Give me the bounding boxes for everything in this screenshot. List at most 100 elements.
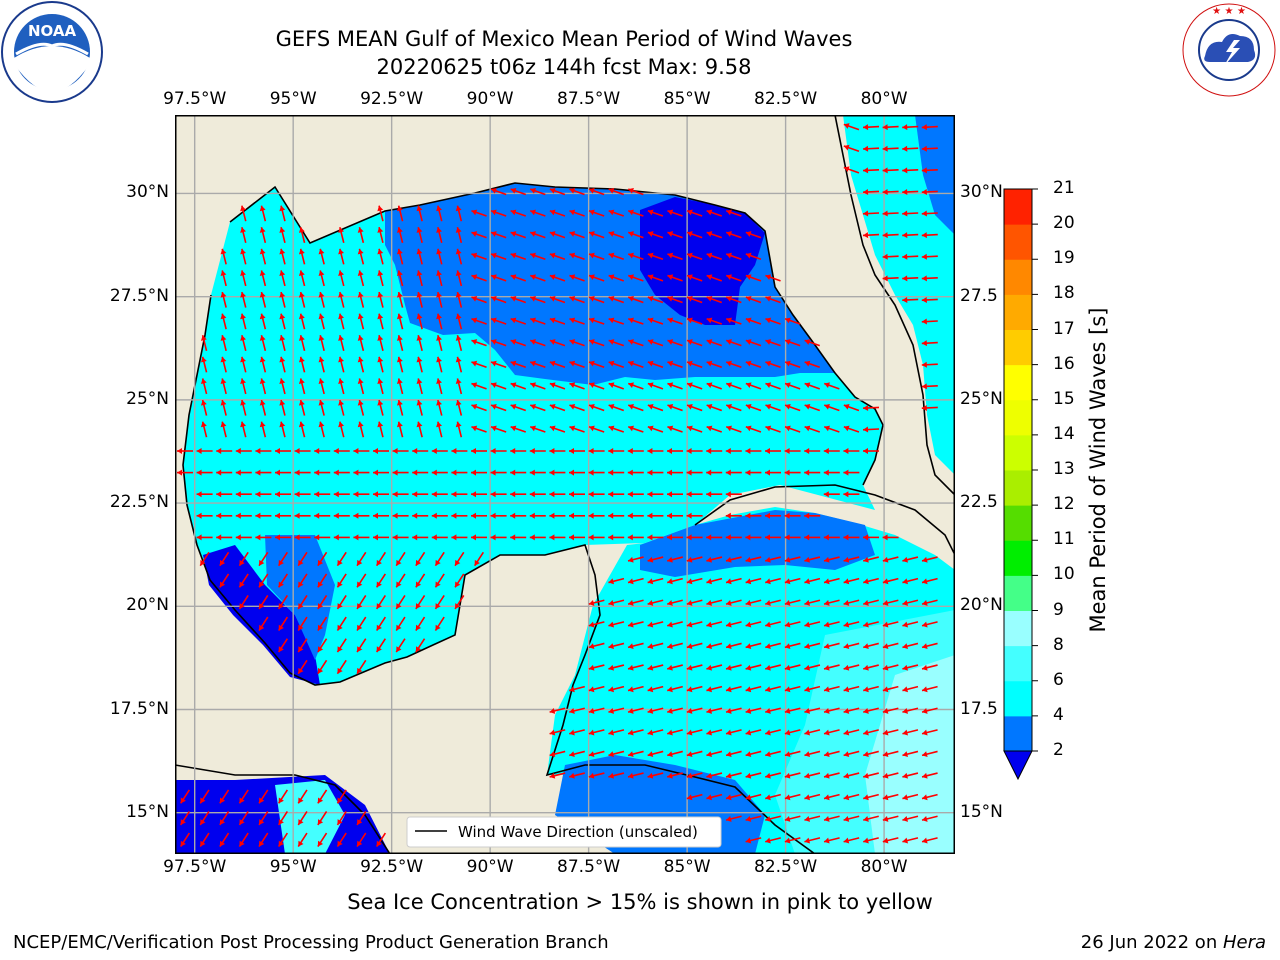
colorbar-segment <box>1004 680 1032 717</box>
wind-wave-arrowhead <box>686 578 693 585</box>
wind-wave-arrowhead <box>726 382 732 389</box>
wind-wave-arrowhead <box>687 317 693 324</box>
wind-wave-arrowhead <box>549 252 556 259</box>
wind-wave-arrowhead <box>863 772 869 779</box>
wind-wave-arrowhead <box>647 448 653 454</box>
wind-wave-arrowhead <box>396 421 403 428</box>
wind-wave-arrowhead <box>451 448 457 454</box>
wind-wave-arrowhead <box>259 559 265 566</box>
wind-wave-arrowhead <box>298 603 304 609</box>
atlantic-blue-edge <box>915 115 955 235</box>
wind-wave-arrowhead <box>784 621 791 628</box>
colorbar-tick-label: 12 <box>1053 494 1075 515</box>
wind-wave-arrowhead <box>298 292 305 298</box>
wind-wave-arrowhead <box>824 816 830 822</box>
wind-wave-arrowhead <box>765 643 771 650</box>
wind-wave-arrowhead <box>686 686 693 693</box>
wind-wave-arrowhead <box>490 491 496 498</box>
wind-wave-arrowhead <box>510 295 517 302</box>
wind-wave-arrowhead <box>863 837 869 844</box>
wind-wave-arrowhead <box>314 491 320 498</box>
wind-wave-arrowhead <box>196 491 202 498</box>
colorbar-segment <box>1004 329 1032 366</box>
wind-wave-arrowhead <box>333 512 339 519</box>
wind-wave-arrowhead <box>255 491 261 498</box>
wind-wave-arrowhead <box>530 231 536 237</box>
wind-wave-arrowhead <box>412 534 418 541</box>
wind-wave-arrowhead <box>337 603 343 609</box>
wind-wave-arrowhead <box>455 603 461 609</box>
wind-wave-arrowhead <box>921 124 927 131</box>
wind-wave-arrowhead <box>357 356 364 363</box>
lat-tick-left: 17.5°N <box>109 698 169 719</box>
footer-right: 26 Jun 2022 on Hera <box>1081 932 1266 953</box>
wind-wave-arrowhead <box>219 559 226 566</box>
wind-wave-arrowhead <box>804 686 811 693</box>
wind-wave-arrowhead <box>589 425 595 432</box>
wind-wave-arrowhead <box>317 603 324 609</box>
wind-wave-arrowhead <box>667 403 674 410</box>
wind-wave-arrowhead <box>416 400 423 406</box>
wind-wave-arrowhead <box>589 360 595 367</box>
wind-wave-arrowhead <box>491 403 497 410</box>
wind-wave-arrowhead <box>686 729 693 736</box>
wind-wave-arrowhead <box>373 469 378 476</box>
wind-wave-arrowhead <box>627 491 633 498</box>
lon-tick-top: 82.5°W <box>754 89 818 109</box>
wind-wave-arrowhead <box>294 448 300 454</box>
wind-wave-arrowhead <box>726 772 732 779</box>
wind-wave-arrowhead <box>882 124 888 131</box>
wind-wave-arrowhead <box>216 469 222 476</box>
wind-wave-arrowhead <box>491 252 497 259</box>
wind-wave-arrowhead <box>863 794 869 801</box>
wind-wave-arrowhead <box>377 227 384 233</box>
wind-wave-arrowhead <box>804 578 811 585</box>
wind-wave-arrowhead <box>647 772 654 779</box>
wind-wave-arrowhead <box>549 729 556 736</box>
wind-wave-arrowhead <box>259 603 265 609</box>
wind-wave-arrowhead <box>726 621 732 628</box>
wind-wave-arrowhead <box>455 270 462 277</box>
wind-wave-arrowhead <box>647 274 654 281</box>
wind-wave-arrowhead <box>921 275 927 282</box>
wind-wave-arrowhead <box>902 794 909 801</box>
wind-wave-arrowhead <box>436 335 442 341</box>
wind-wave-arrowhead <box>628 231 634 237</box>
wind-wave-arrowhead <box>357 270 364 277</box>
wind-wave-arrowhead <box>824 772 830 779</box>
wind-wave-arrowhead <box>431 512 437 519</box>
wind-wave-arrowhead <box>377 205 384 212</box>
wind-wave-arrowhead <box>608 339 615 345</box>
wind-wave-arrowhead <box>588 512 594 519</box>
wind-wave-arrowhead <box>431 448 437 454</box>
wind-wave-arrowhead <box>843 729 850 736</box>
wind-wave-arrowhead <box>530 295 536 302</box>
wind-wave-arrowhead <box>569 448 574 454</box>
wind-wave-arrowhead <box>317 646 324 653</box>
wind-wave-arrowhead <box>333 491 339 498</box>
footer-left: NCEP/EMC/Verification Post Processing Pr… <box>13 932 609 953</box>
wind-wave-arrowhead <box>647 382 654 389</box>
wind-wave-arrowhead <box>922 664 928 671</box>
colorbar-tick-label: 2 <box>1053 740 1064 760</box>
lon-tick-bottom: 80°W <box>860 857 908 877</box>
lat-tick-left: 27.5°N <box>109 285 169 306</box>
wind-wave-arrowhead <box>294 469 300 476</box>
chart-title: GEFS MEAN Gulf of Mexico Mean Period of … <box>275 27 853 51</box>
wind-wave-arrowhead <box>843 643 850 650</box>
wind-wave-arrowhead <box>863 124 869 131</box>
wind-wave-arrowhead <box>240 248 246 255</box>
wind-wave-arrowhead <box>804 360 811 367</box>
wind-wave-arrowhead <box>921 210 927 217</box>
wind-wave-arrowhead <box>275 512 280 519</box>
wind-wave-arrowhead <box>239 819 245 825</box>
wind-wave-arrowhead <box>294 491 300 498</box>
wind-wave-arrowhead <box>416 313 423 320</box>
wind-wave-arrowhead <box>902 816 909 822</box>
wind-wave-arrowhead <box>804 816 811 822</box>
wind-wave-arrowhead <box>804 556 811 563</box>
wind-wave-arrowhead <box>588 621 595 628</box>
wind-wave-arrowhead <box>569 231 576 237</box>
wind-wave-arrowhead <box>471 339 478 345</box>
wind-wave-arrowhead <box>765 534 770 541</box>
